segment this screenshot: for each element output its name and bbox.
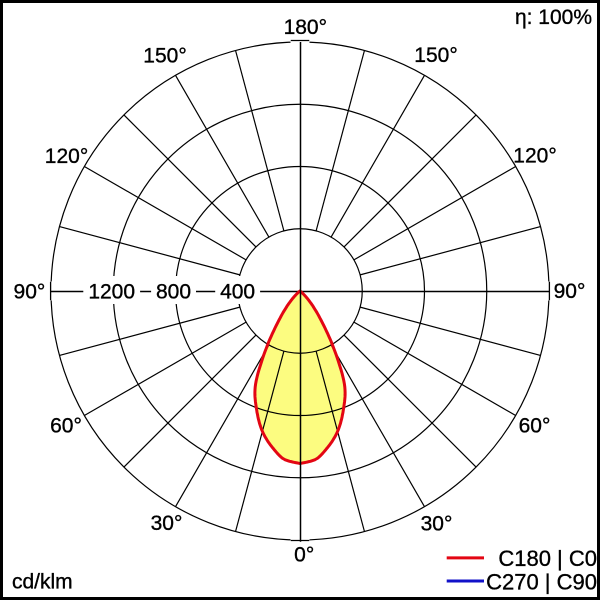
svg-text:150°: 150°: [143, 45, 186, 68]
svg-text:400: 400: [220, 281, 255, 304]
svg-text:0°: 0°: [294, 543, 314, 566]
svg-text:η: 100%: η: 100%: [515, 6, 592, 29]
svg-text:60°: 60°: [519, 415, 551, 438]
svg-text:1200: 1200: [88, 281, 135, 304]
svg-text:120°: 120°: [45, 145, 88, 168]
svg-text:180°: 180°: [284, 16, 327, 39]
svg-text:C270 | C90: C270 | C90: [486, 570, 597, 595]
svg-text:C180 | C0: C180 | C0: [498, 546, 597, 571]
svg-text:90°: 90°: [14, 281, 46, 304]
svg-text:120°: 120°: [513, 144, 556, 167]
svg-text:150°: 150°: [414, 44, 457, 67]
svg-text:cd/klm: cd/klm: [12, 571, 73, 594]
svg-text:30°: 30°: [151, 512, 183, 535]
svg-text:30°: 30°: [421, 513, 453, 536]
svg-text:60°: 60°: [50, 415, 82, 438]
svg-text:90°: 90°: [554, 280, 586, 303]
svg-text:800: 800: [156, 281, 191, 304]
